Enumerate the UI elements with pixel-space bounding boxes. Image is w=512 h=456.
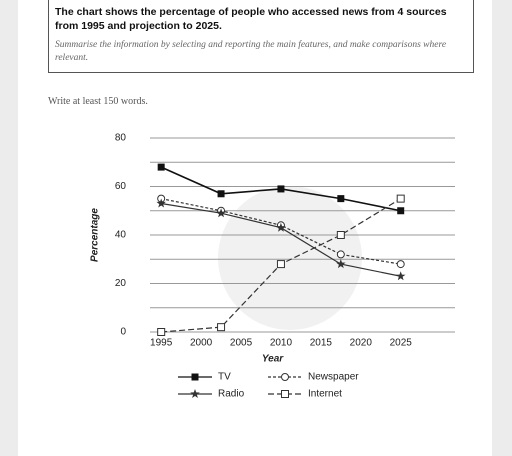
x-tick-label: 2025 <box>390 338 413 349</box>
y-tick-label: 20 <box>115 278 127 289</box>
prompt-box: The chart shows the percentage of people… <box>48 0 474 73</box>
y-tick-label: 80 <box>115 133 127 144</box>
marker <box>276 222 286 232</box>
x-tick-label: 1995 <box>150 338 173 349</box>
x-tick-label: 2000 <box>190 338 213 349</box>
marker <box>277 185 285 193</box>
watermark <box>218 186 362 330</box>
legend-label: TV <box>218 372 231 383</box>
marker <box>217 190 225 198</box>
marker <box>337 195 345 203</box>
marker <box>157 328 166 336</box>
legend-label: Radio <box>218 389 245 400</box>
x-axis-label: Year <box>262 354 284 365</box>
x-tick-label: 2015 <box>310 338 333 349</box>
y-tick-label: 40 <box>115 230 127 241</box>
marker <box>157 163 165 171</box>
marker <box>397 207 405 215</box>
marker <box>281 390 289 398</box>
marker <box>217 323 226 332</box>
x-tick-label: 2010 <box>270 338 293 349</box>
marker <box>216 208 226 218</box>
marker <box>396 260 405 269</box>
marker <box>336 250 345 259</box>
x-tick-label: 2005 <box>230 338 253 349</box>
y-axis-label: Percentage <box>90 208 101 262</box>
prompt-title: The chart shows the percentage of people… <box>55 6 447 32</box>
marker <box>191 373 199 381</box>
marker <box>190 389 200 398</box>
legend-label: Internet <box>308 389 342 400</box>
legend-label: Newspaper <box>308 372 359 383</box>
y-tick-label: 0 <box>120 327 126 338</box>
marker <box>156 198 166 208</box>
marker <box>336 231 345 239</box>
marker <box>396 194 405 203</box>
instruction: Write at least 150 words. <box>48 96 148 107</box>
y-tick-label: 60 <box>115 181 127 192</box>
marker <box>281 373 289 381</box>
marker <box>336 259 346 269</box>
marker <box>276 260 285 269</box>
prompt-task: Summarise the information by selecting a… <box>55 40 447 63</box>
marker <box>396 271 406 281</box>
x-tick-label: 2020 <box>350 338 373 349</box>
